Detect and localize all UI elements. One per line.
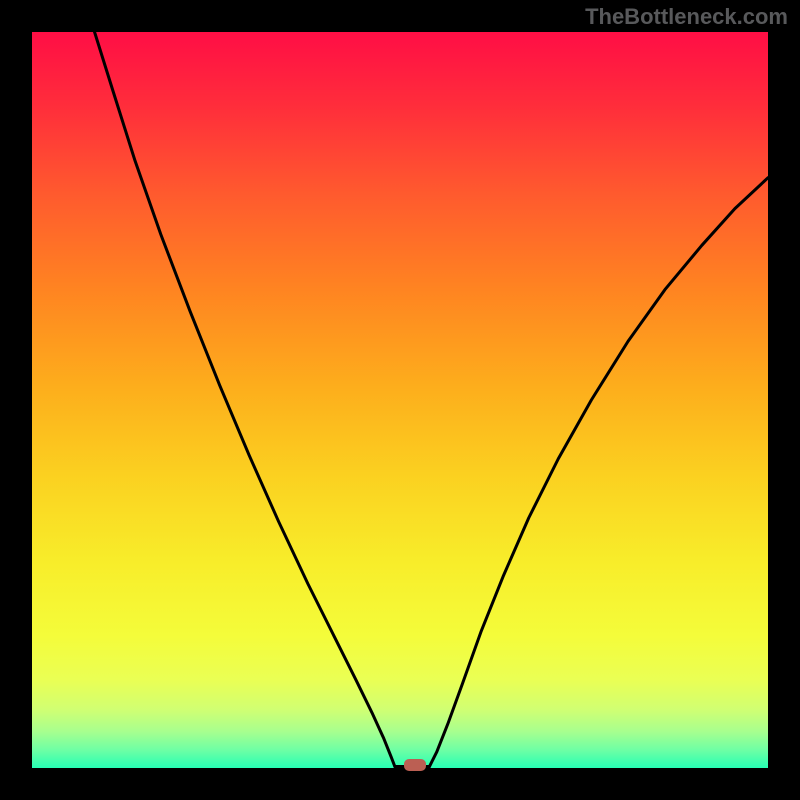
plot-area (32, 32, 768, 768)
chart-container: TheBottleneck.com (0, 0, 800, 800)
watermark-text: TheBottleneck.com (585, 4, 788, 30)
bottleneck-marker (404, 759, 426, 771)
curve-svg (32, 32, 768, 768)
curve-left-branch (95, 32, 395, 767)
curve-right-branch (429, 178, 768, 767)
